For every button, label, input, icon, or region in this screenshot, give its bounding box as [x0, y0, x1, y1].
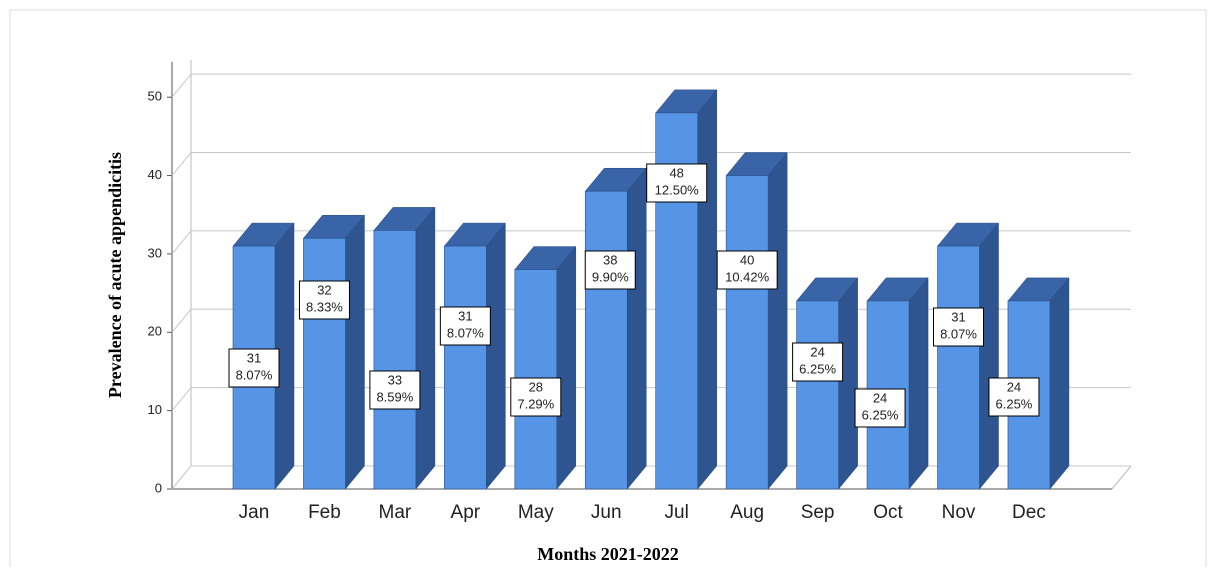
bar	[373, 230, 417, 490]
y-tick-label: 30	[148, 245, 162, 260]
bar-side	[1049, 277, 1070, 490]
bar-group: 31 8.07%	[439, 222, 506, 490]
bar	[444, 245, 487, 490]
bar-group: 28 7.29%	[510, 245, 577, 490]
grid-diagonal	[171, 73, 192, 98]
x-tick-label: Jan	[239, 502, 270, 523]
floor-edge	[1111, 465, 1132, 490]
x-tick-label: Nov	[942, 502, 976, 523]
x-tick-label: Dec	[1012, 502, 1046, 523]
y-axis-title: Prevalence of acute appendicitis	[105, 152, 125, 398]
bar-group: 32 8.33%	[298, 214, 365, 490]
data-label-box	[792, 342, 844, 382]
data-label: 32	[317, 282, 331, 297]
bar-group: 24 6.25%	[988, 277, 1070, 490]
data-label: 48	[669, 165, 683, 180]
bar-side	[556, 245, 577, 490]
data-label-box	[584, 250, 636, 290]
data-label: 31	[951, 309, 965, 324]
data-label-box	[854, 388, 906, 428]
x-axis-title: Months 2021-2022	[537, 544, 679, 564]
grid-diagonal	[171, 387, 192, 411]
bar-side	[415, 206, 436, 490]
bar-group: 31 8.07%	[933, 222, 1000, 490]
data-label-percent: 6.25%	[799, 361, 836, 376]
x-tick-label: Feb	[308, 502, 341, 523]
data-label-percent: 6.25%	[862, 407, 899, 422]
grid-diagonal	[171, 465, 192, 490]
y-tick-label: 40	[148, 167, 162, 182]
data-label-box	[369, 370, 421, 410]
data-label: 40	[740, 252, 754, 267]
data-label-percent: 8.07%	[940, 326, 977, 341]
bar-side	[838, 277, 858, 490]
x-tick-label: May	[518, 502, 554, 523]
data-label-percent: 8.07%	[236, 367, 273, 382]
bar-group: 33 8.59%	[369, 206, 436, 490]
data-label: 24	[873, 390, 887, 405]
bar	[796, 300, 839, 490]
data-label-percent: 9.90%	[592, 269, 629, 284]
grid-diagonal	[171, 230, 192, 255]
grid-diagonal	[171, 152, 192, 176]
y-tick-label: 50	[148, 89, 162, 104]
data-label-percent: 8.07%	[447, 325, 484, 340]
bar-group: 31 8.07%	[228, 222, 295, 490]
data-label-percent: 10.42%	[725, 269, 770, 284]
y-tick-label: 0	[155, 480, 162, 495]
y-tick-label: 10	[148, 402, 162, 417]
data-label-box	[933, 307, 984, 347]
bar-group: 24 6.25%	[854, 277, 929, 490]
data-label-box	[298, 280, 350, 320]
data-label-percent: 6.25%	[996, 396, 1033, 411]
data-label-box	[439, 306, 491, 346]
x-tick-label: Oct	[873, 502, 903, 523]
data-label-percent: 7.29%	[517, 396, 554, 411]
data-label: 33	[388, 372, 402, 387]
data-label-percent: 8.59%	[376, 389, 413, 404]
x-tick-label: Aug	[730, 502, 764, 523]
data-label: 38	[603, 252, 617, 267]
x-tick-label: Apr	[451, 502, 481, 523]
data-label: 24	[1007, 379, 1021, 394]
data-label-box	[716, 250, 778, 290]
data-label-box	[988, 377, 1040, 417]
x-tick-label: Mar	[379, 502, 412, 523]
data-label: 24	[810, 344, 824, 359]
bar-side	[697, 89, 717, 490]
x-tick-label: Jun	[591, 502, 622, 523]
data-label-box	[228, 348, 280, 388]
data-label-box	[646, 163, 708, 203]
bar	[725, 175, 769, 490]
bar-group: 48 12.50%	[646, 89, 718, 490]
bar-group: 24 6.25%	[792, 277, 859, 490]
data-label: 31	[458, 308, 472, 323]
data-label-box	[510, 377, 562, 417]
x-tick-label: Jul	[665, 502, 689, 523]
data-label-percent: 12.50%	[655, 182, 700, 197]
bar-side	[767, 151, 788, 490]
x-tick-label: Sep	[801, 502, 835, 523]
bar-side	[979, 222, 999, 490]
bar-side	[908, 277, 929, 490]
data-label: 31	[247, 350, 261, 365]
bar	[937, 245, 980, 490]
bar-side	[486, 222, 506, 490]
bar-side	[627, 167, 647, 490]
bar-group: 38 9.90%	[584, 167, 647, 490]
grid-diagonal	[171, 308, 192, 333]
data-label: 28	[529, 379, 543, 394]
bar-side	[345, 214, 365, 490]
data-label-percent: 8.33%	[306, 299, 343, 314]
bar-group: 40 10.42%	[716, 151, 788, 490]
bar	[303, 237, 346, 490]
y-tick-label: 20	[148, 324, 162, 339]
bar	[584, 190, 628, 490]
